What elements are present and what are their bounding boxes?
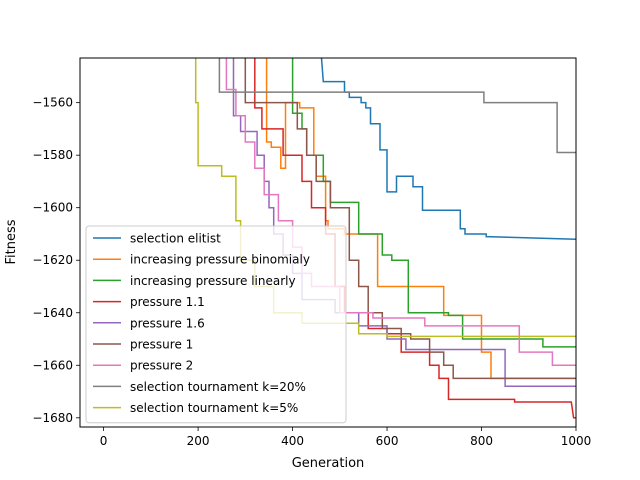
legend-label-pressure-1-6: pressure 1.6 <box>130 316 205 330</box>
y-axis-label: Fitness <box>4 219 19 264</box>
x-tick-label: 1000 <box>561 434 592 448</box>
y-tick-label: −1660 <box>32 358 73 372</box>
series-line-pressure-1 <box>244 58 576 380</box>
legend: selection elitist increasing pressure bin… <box>85 225 347 424</box>
legend-label-increasing-pressure-linearly: increasing pressure linearly <box>130 274 296 288</box>
plot-frame <box>79 57 577 428</box>
series-line-selection-tournament-k-20 <box>218 58 576 154</box>
x-tick-label: 0 <box>100 434 108 448</box>
y-tick-label: −1680 <box>32 411 73 425</box>
legend-label-increasing-pressure-binomialy: increasing pressure binomialy <box>130 253 310 267</box>
x-axis: 0 200 400 600 800 1000 <box>100 427 591 448</box>
x-axis-label: Generation <box>292 456 365 471</box>
legend-box <box>85 225 347 424</box>
y-axis: −1680 −1660 −1640 −1620 −1600 −1580 −1560 <box>32 96 80 425</box>
series-line-selection-elitist <box>320 58 576 240</box>
x-tick-label: 200 <box>187 434 210 448</box>
x-tick-label: 800 <box>470 434 493 448</box>
series-layer <box>194 58 576 419</box>
y-tick-label: −1600 <box>32 201 73 215</box>
y-tick-label: −1620 <box>32 253 73 267</box>
legend-label-selection-tournament-k-20: selection tournament k=20% <box>130 380 306 394</box>
legend-label-selection-tournament-k-5: selection tournament k=5% <box>130 401 298 415</box>
y-tick-label: −1640 <box>32 306 73 320</box>
legend-label-pressure-1-1: pressure 1.1 <box>130 295 205 309</box>
legend-label-pressure-1: pressure 1 <box>130 338 193 352</box>
y-tick-label: −1560 <box>32 96 73 110</box>
x-tick-label: 400 <box>281 434 304 448</box>
legend-label-pressure-2: pressure 2 <box>130 359 193 373</box>
x-tick-label: 600 <box>376 434 399 448</box>
y-tick-label: −1580 <box>32 148 73 162</box>
legend-label-selection-elitist: selection elitist <box>130 232 221 246</box>
